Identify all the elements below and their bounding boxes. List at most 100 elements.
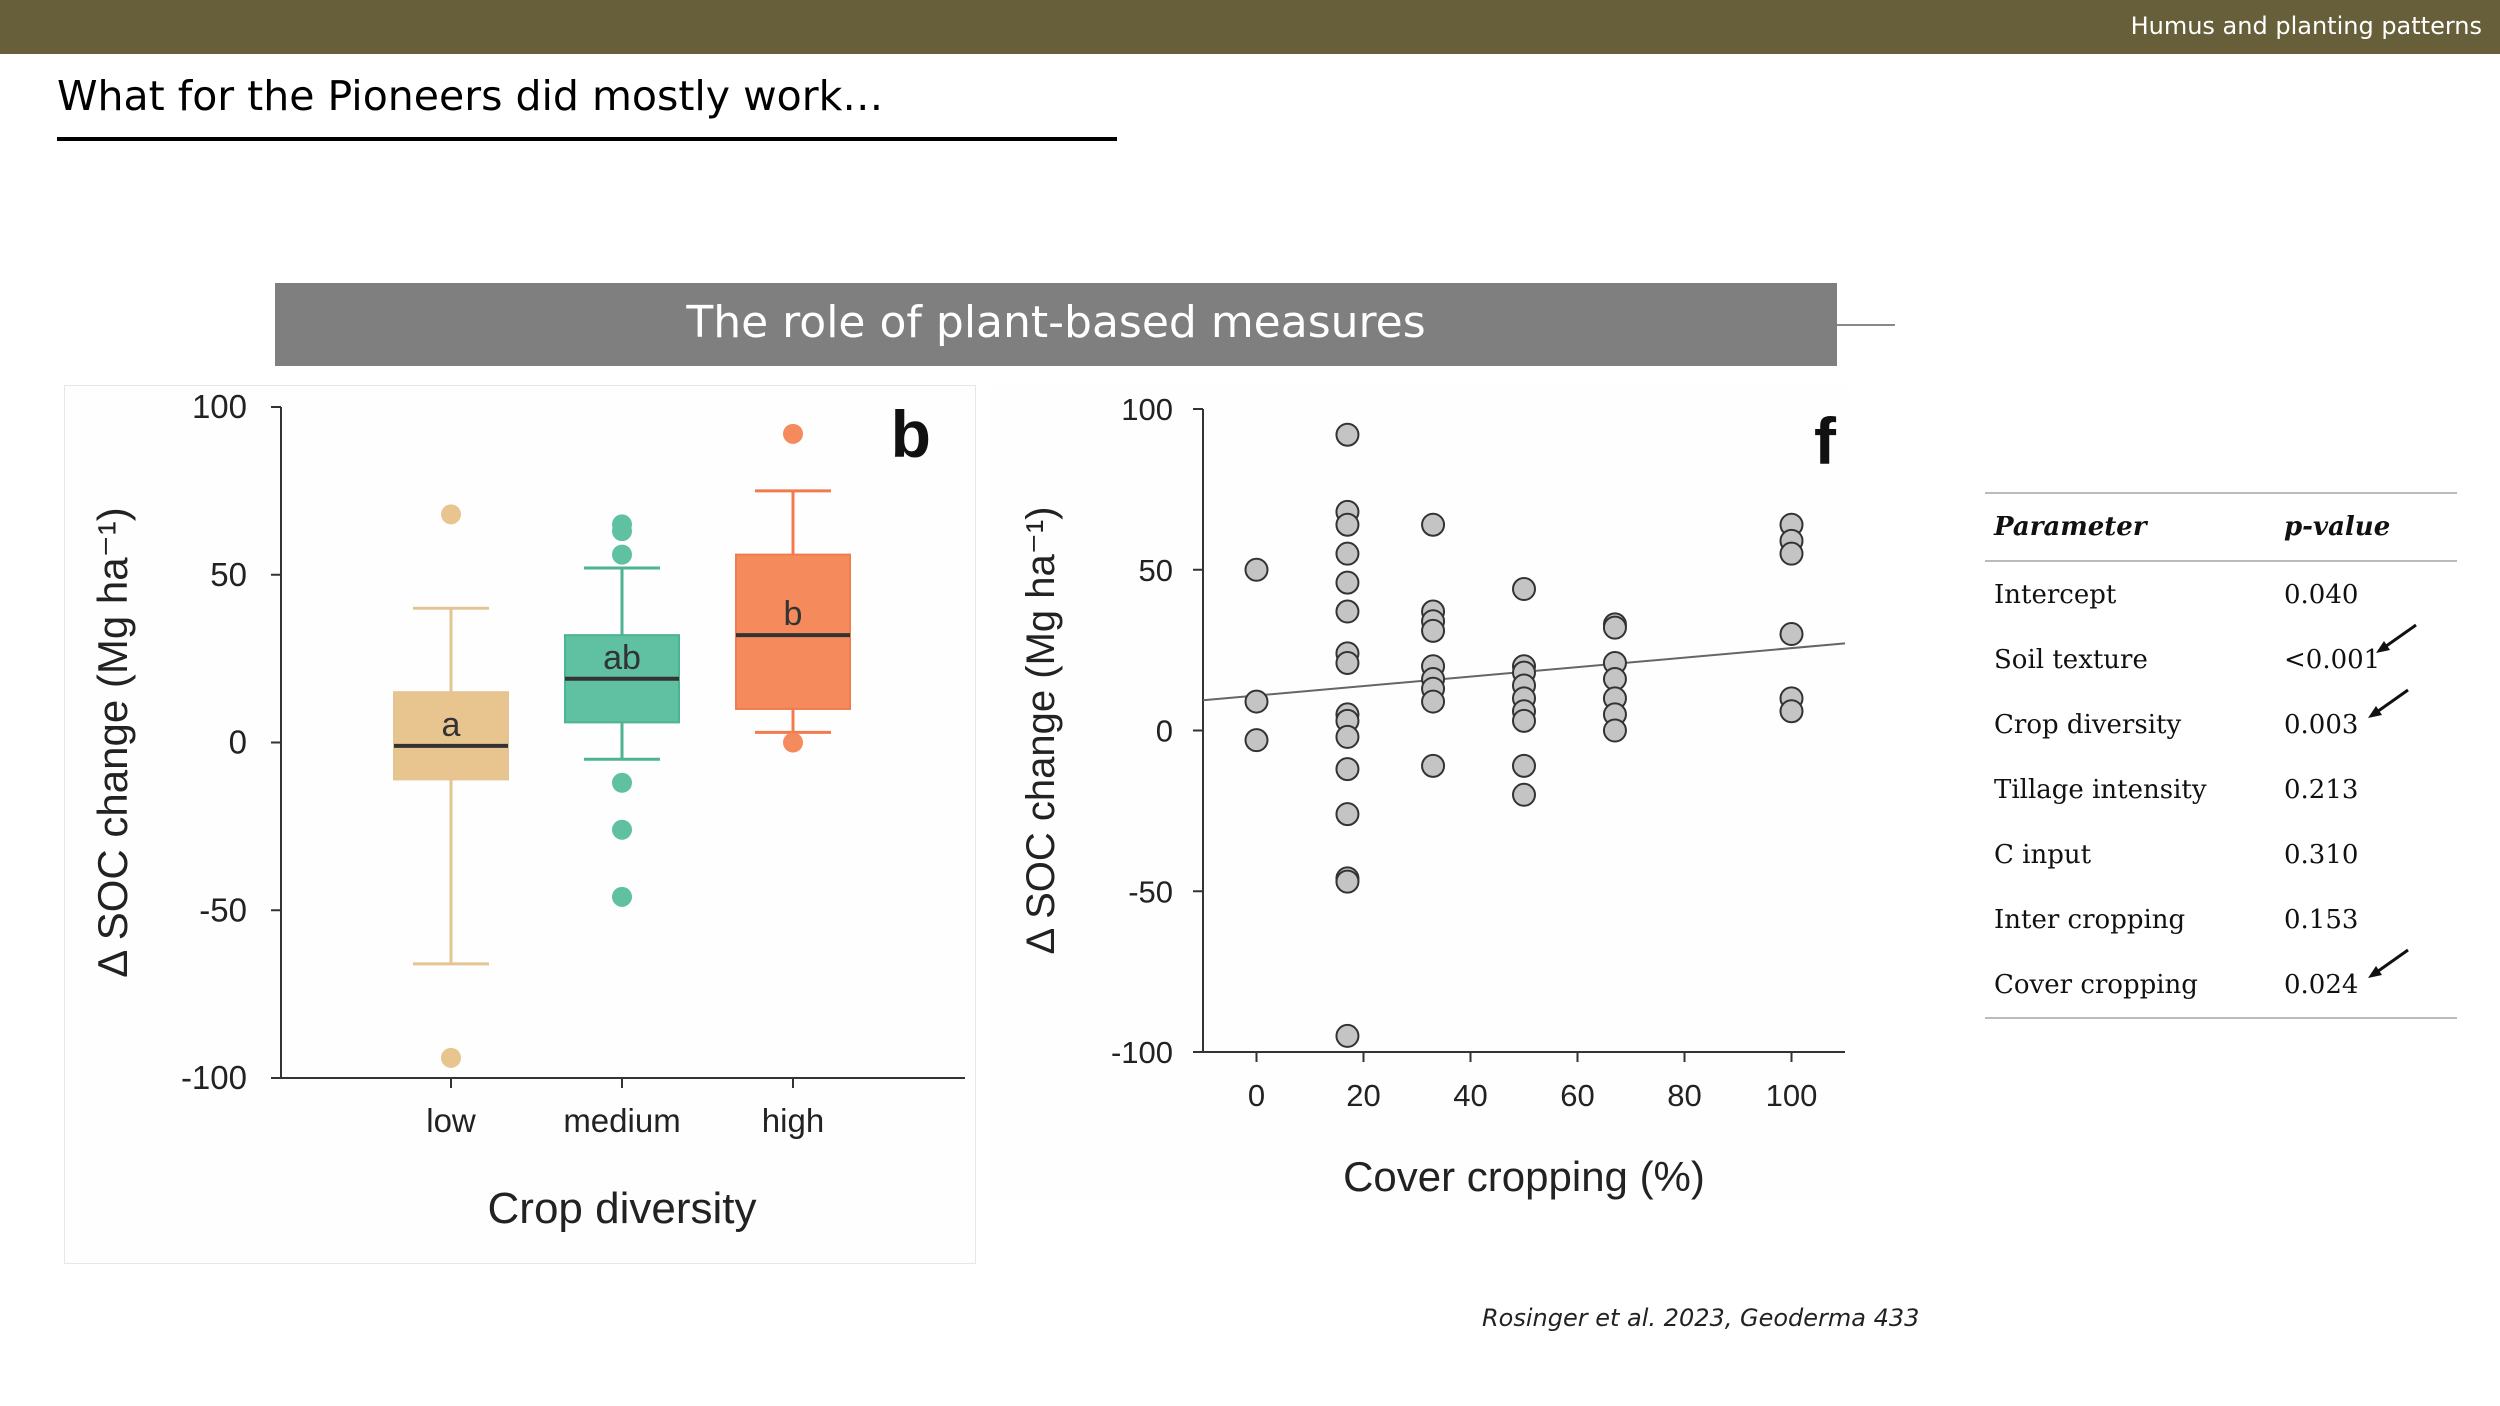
data-point xyxy=(1421,753,1446,778)
data-point xyxy=(1421,512,1446,537)
x-tick-label: 60 xyxy=(1560,1078,1594,1113)
banner-connector-line xyxy=(1837,324,1895,326)
arrow-icon xyxy=(2368,948,2409,978)
parameter-cell: Tillage intensity xyxy=(1994,774,2207,805)
data-point xyxy=(1512,708,1536,733)
outlier-point xyxy=(783,423,803,444)
pvalue-text: 0.310 xyxy=(2284,839,2359,870)
significance-letter: b xyxy=(784,595,803,633)
data-point xyxy=(1779,699,1804,724)
x-tick-label: low xyxy=(426,1102,476,1139)
y-tick-label: -100 xyxy=(1111,1035,1173,1070)
scatter-svg: 100 50 0 -50 -100 0 20 40 60 80 100 f Cover cropping… xyxy=(1019,392,1846,1200)
x-axis-title: Crop diversity xyxy=(488,1184,757,1233)
banner: The role of plant-based measures xyxy=(275,283,1837,366)
table-top-rule xyxy=(1985,492,2457,494)
outlier-point xyxy=(612,886,632,907)
data-point xyxy=(1335,422,1360,447)
pvalue-text: 0.003 xyxy=(2284,709,2359,740)
data-point xyxy=(1512,782,1536,807)
y-tick-label: -50 xyxy=(1128,874,1173,909)
x-tick-label: high xyxy=(762,1102,824,1139)
pvalue-cell: 0.003 xyxy=(2284,688,2457,740)
citation: Rosinger et al. 2023, Geoderma 433 xyxy=(1482,1304,1920,1332)
y-tick-label: 100 xyxy=(192,388,247,425)
data-point xyxy=(1335,724,1360,749)
top-bar: Humus and planting patterns xyxy=(0,0,2500,54)
data-point xyxy=(1335,512,1360,537)
data-point xyxy=(1335,650,1360,675)
table-row: Inter cropping 0.153 xyxy=(1985,887,2457,952)
box-low xyxy=(393,691,509,781)
significance-letter: ab xyxy=(603,639,641,677)
data-point xyxy=(1335,599,1360,624)
pvalue-cell: <0.001 xyxy=(2284,623,2457,675)
data-point xyxy=(1779,622,1804,647)
data-point xyxy=(1335,1023,1360,1048)
parameter-cell: Inter cropping xyxy=(1994,904,2186,935)
y-axis-title: Δ SOC change (Mg ha⁻¹) xyxy=(89,507,136,977)
boxplot-svg: 100 50 0 -50 -100 low medium high a ab b b Crop dive… xyxy=(89,388,965,1233)
y-tick-label: -50 xyxy=(199,891,247,928)
y-tick-label: 0 xyxy=(229,724,247,761)
outlier-point xyxy=(441,504,461,525)
box-high xyxy=(735,553,851,710)
outlier-point xyxy=(612,819,632,840)
x-tick-label: medium xyxy=(563,1102,680,1139)
parameter-cell: Soil texture xyxy=(1994,644,2148,675)
table-row: Soil texture <0.001 xyxy=(1985,623,2457,692)
parameter-cell: Crop diversity xyxy=(1994,709,2182,740)
slide-heading: What for the Pioneers did mostly work… xyxy=(57,72,884,120)
pvalue-text: 0.153 xyxy=(2284,904,2359,935)
x-tick-label: 80 xyxy=(1667,1078,1701,1113)
data-point xyxy=(1602,615,1627,640)
data-point xyxy=(1335,757,1360,782)
pvalue-cell: 0.024 xyxy=(2284,948,2457,1000)
data-point xyxy=(1335,570,1360,595)
x-axis-title: Cover cropping (%) xyxy=(1343,1153,1705,1200)
table-header-row: Parameter p-value xyxy=(1985,494,2457,562)
data-point xyxy=(1244,557,1269,582)
data-point xyxy=(1335,541,1360,566)
significance-letter: a xyxy=(442,706,461,744)
parameter-cell: Cover cropping xyxy=(1994,969,2198,1000)
pvalue-text: 0.024 xyxy=(2284,969,2359,1000)
data-point xyxy=(1421,689,1446,714)
data-point xyxy=(1421,618,1446,643)
pvalue-text: <0.001 xyxy=(2284,644,2381,675)
outlier-point xyxy=(612,772,632,793)
data-point xyxy=(1779,541,1804,566)
header-parameter: Parameter xyxy=(1994,512,2147,542)
heading-underline xyxy=(57,137,1117,141)
y-tick-label: 50 xyxy=(210,556,247,593)
section-title: Humus and planting patterns xyxy=(2130,12,2482,40)
parameter-cell: C input xyxy=(1994,839,2092,870)
y-tick-label: -100 xyxy=(181,1059,247,1096)
data-point xyxy=(1602,718,1627,743)
arrow-icon xyxy=(2376,623,2417,653)
table-row: Cover cropping 0.024 xyxy=(1985,948,2457,1017)
outlier-point xyxy=(441,1047,461,1068)
pvalue-cell: 0.310 xyxy=(2284,840,2457,870)
pvalue-cell: 0.213 xyxy=(2284,775,2457,805)
data-point xyxy=(1244,689,1269,714)
pvalue-cell: 0.153 xyxy=(2284,905,2457,935)
table-body: Intercept 0.040 Soil texture <0.001 Crop div… xyxy=(1985,562,2457,1017)
data-point xyxy=(1335,802,1360,827)
data-point xyxy=(1512,577,1536,602)
table-row: C input 0.310 xyxy=(1985,822,2457,887)
outlier-point xyxy=(612,521,632,542)
cover-cropping-scatter: 100 50 0 -50 -100 0 20 40 60 80 100 f Cover cropping… xyxy=(990,385,1850,1200)
data-point xyxy=(1335,869,1360,894)
table-row: Crop diversity 0.003 xyxy=(1985,688,2457,757)
table-row: Intercept 0.040 xyxy=(1985,562,2457,627)
panel-label: f xyxy=(1814,404,1837,478)
pvalue-text: 0.040 xyxy=(2284,579,2359,610)
outlier-point xyxy=(612,544,632,565)
y-axis-title: Δ SOC change (Mg ha⁻¹) xyxy=(1019,506,1063,954)
arrow-icon xyxy=(2368,688,2409,718)
header-pvalue: p-value xyxy=(2284,512,2391,542)
y-tick-label: 0 xyxy=(1156,714,1173,749)
data-point xyxy=(1512,753,1536,778)
x-tick-label: 0 xyxy=(1248,1078,1265,1113)
